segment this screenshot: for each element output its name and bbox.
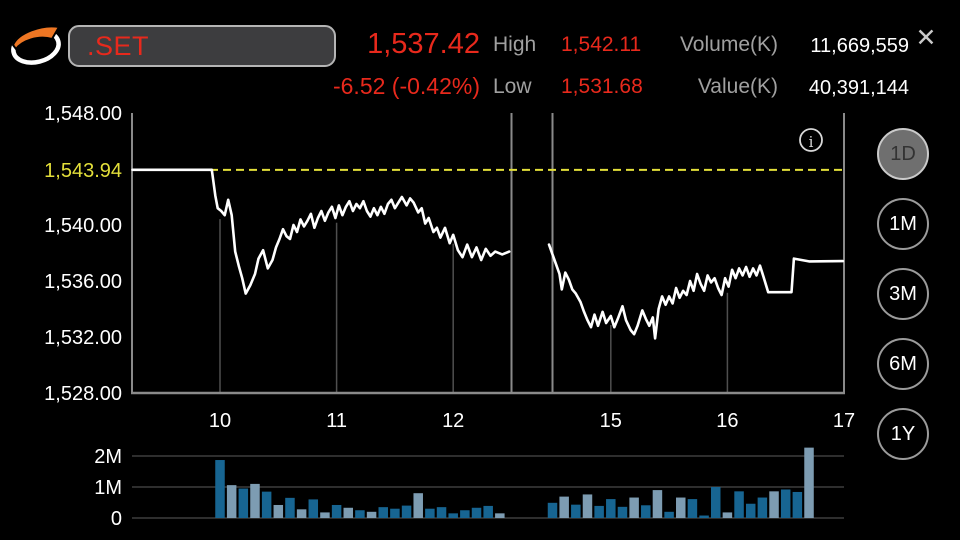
volume-bar (238, 488, 249, 518)
low-label: Low (493, 75, 532, 98)
volume-bar (401, 505, 412, 518)
y-axis-label: 1,543.94 (44, 160, 122, 182)
volume-label: Volume(K) (679, 33, 778, 56)
volume-bar (734, 491, 744, 518)
y-axis-label: 1,540.00 (44, 215, 122, 237)
volume-axis-label: 2M (94, 446, 122, 468)
volume-bar (215, 460, 225, 518)
x-axis-label: 11 (326, 410, 347, 432)
y-axis-label: 1,548.00 (44, 103, 122, 125)
info-icon[interactable] (799, 128, 823, 152)
volume-bar (436, 507, 447, 518)
broker-logo (8, 12, 64, 70)
volume-bar (250, 483, 260, 518)
volume-bar (582, 494, 593, 518)
volume-bar (641, 505, 651, 518)
volume-bar (629, 497, 639, 518)
volume-bar (594, 505, 604, 518)
volume-bar (792, 491, 803, 518)
volume-bar (343, 507, 354, 518)
volume-bar (413, 493, 423, 518)
volume-bar (780, 489, 791, 518)
volume-bar (617, 506, 628, 518)
volume-bar (687, 499, 698, 518)
y-axis-label: 1,536.00 (44, 271, 122, 293)
volume-bar (769, 491, 779, 518)
volume-bar (495, 513, 505, 518)
volume-axis-label: 0 (111, 508, 122, 530)
y-axis-label: 1,532.00 (44, 327, 122, 349)
y-axis-label: 1,528.00 (44, 383, 122, 405)
volume-bar (664, 511, 674, 518)
volume-bar (547, 502, 558, 518)
volume-bar (745, 503, 756, 518)
volume-bar (804, 447, 814, 518)
timeframe-button-1m[interactable]: 1M (877, 198, 929, 250)
volume-bar (355, 510, 365, 518)
value-label: Value(K) (697, 75, 778, 98)
volume-value: 11,669,559 (810, 35, 909, 57)
volume-bar (273, 504, 284, 518)
volume-bar (331, 504, 342, 518)
volume-bar (699, 515, 709, 518)
volume-bar (366, 511, 377, 518)
volume-bar (425, 508, 435, 518)
volume-bar (757, 497, 768, 518)
volume-bar (571, 504, 581, 518)
value-value: 40,391,144 (808, 77, 909, 99)
volume-bar (320, 512, 330, 518)
volume-bar (606, 499, 616, 518)
symbol-text: .SET (87, 30, 150, 61)
high-label: High (493, 33, 537, 56)
volume-bar (226, 485, 237, 518)
info-icon-glyph[interactable]: i (809, 133, 814, 151)
volume-bar (471, 507, 482, 518)
volume-bar (652, 490, 663, 518)
volume-axis-label: 1M (94, 477, 122, 499)
x-axis-label: 12 (442, 410, 464, 432)
timeframe-button-1d[interactable]: 1D (877, 128, 929, 180)
t-logo-icon (11, 25, 61, 65)
symbol-search-field[interactable]: .SET (68, 25, 336, 67)
volume-bar (285, 497, 295, 518)
volume-bar (390, 508, 400, 518)
x-axis-label: 15 (600, 410, 622, 432)
timeframe-button-6m[interactable]: 6M (877, 338, 929, 390)
x-axis-label: 10 (209, 410, 231, 432)
price-change: -6.52 (-0.42%) (332, 73, 480, 99)
price-line-afternoon (547, 243, 845, 340)
low-value: 1,531.68 (561, 75, 643, 98)
x-axis-label: 16 (716, 410, 738, 432)
volume-bar (722, 512, 733, 518)
volume-bar (676, 497, 686, 518)
high-value: 1,542.11 (561, 33, 642, 56)
volume-bar (460, 510, 470, 518)
volume-bar (261, 491, 272, 518)
volume-bar (710, 487, 721, 518)
timeframe-button-3m[interactable]: 3M (877, 268, 929, 320)
volume-bar (378, 507, 388, 518)
volume-bar (483, 505, 493, 518)
x-axis-label: 17 (833, 410, 855, 432)
volume-bar (559, 496, 569, 518)
volume-bar (296, 509, 307, 518)
last-price: 1,537.42 (367, 28, 480, 60)
price-line-morning (131, 168, 511, 295)
volume-bar (308, 499, 319, 518)
volume-bar (448, 513, 458, 518)
timeframe-button-1y[interactable]: 1Y (877, 408, 929, 460)
close-icon[interactable]: ✕ (915, 24, 937, 52)
